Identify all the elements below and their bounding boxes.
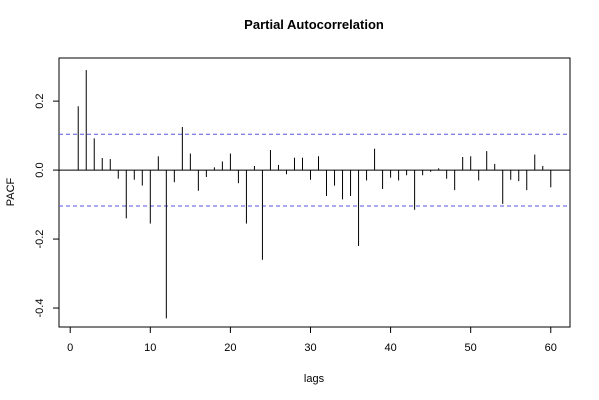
y-tick-label: 0.0 [34,162,46,177]
x-tick-label: 30 [304,342,316,354]
x-tick-label: 60 [545,342,557,354]
y-axis-label: PACF [5,177,17,206]
y-axis: -0.4 -0.2 0.0 0.2 [34,93,59,318]
x-tick-label: 20 [224,342,236,354]
y-tick-label: 0.2 [34,93,46,108]
x-tick-label: 50 [465,342,477,354]
x-axis: 0 10 20 30 40 50 60 [67,327,557,354]
pacf-bars [77,70,552,319]
y-tick-label: -0.4 [34,299,46,318]
x-tick-label: 10 [144,342,156,354]
x-tick-label: 40 [384,342,396,354]
plot-frame [58,57,571,328]
chart-title: Partial Autocorrelation [244,17,384,32]
y-tick-label: -0.2 [34,230,46,249]
x-axis-label: lags [304,373,325,385]
confidence-bounds [59,133,570,207]
x-tick-label: 0 [67,342,73,354]
